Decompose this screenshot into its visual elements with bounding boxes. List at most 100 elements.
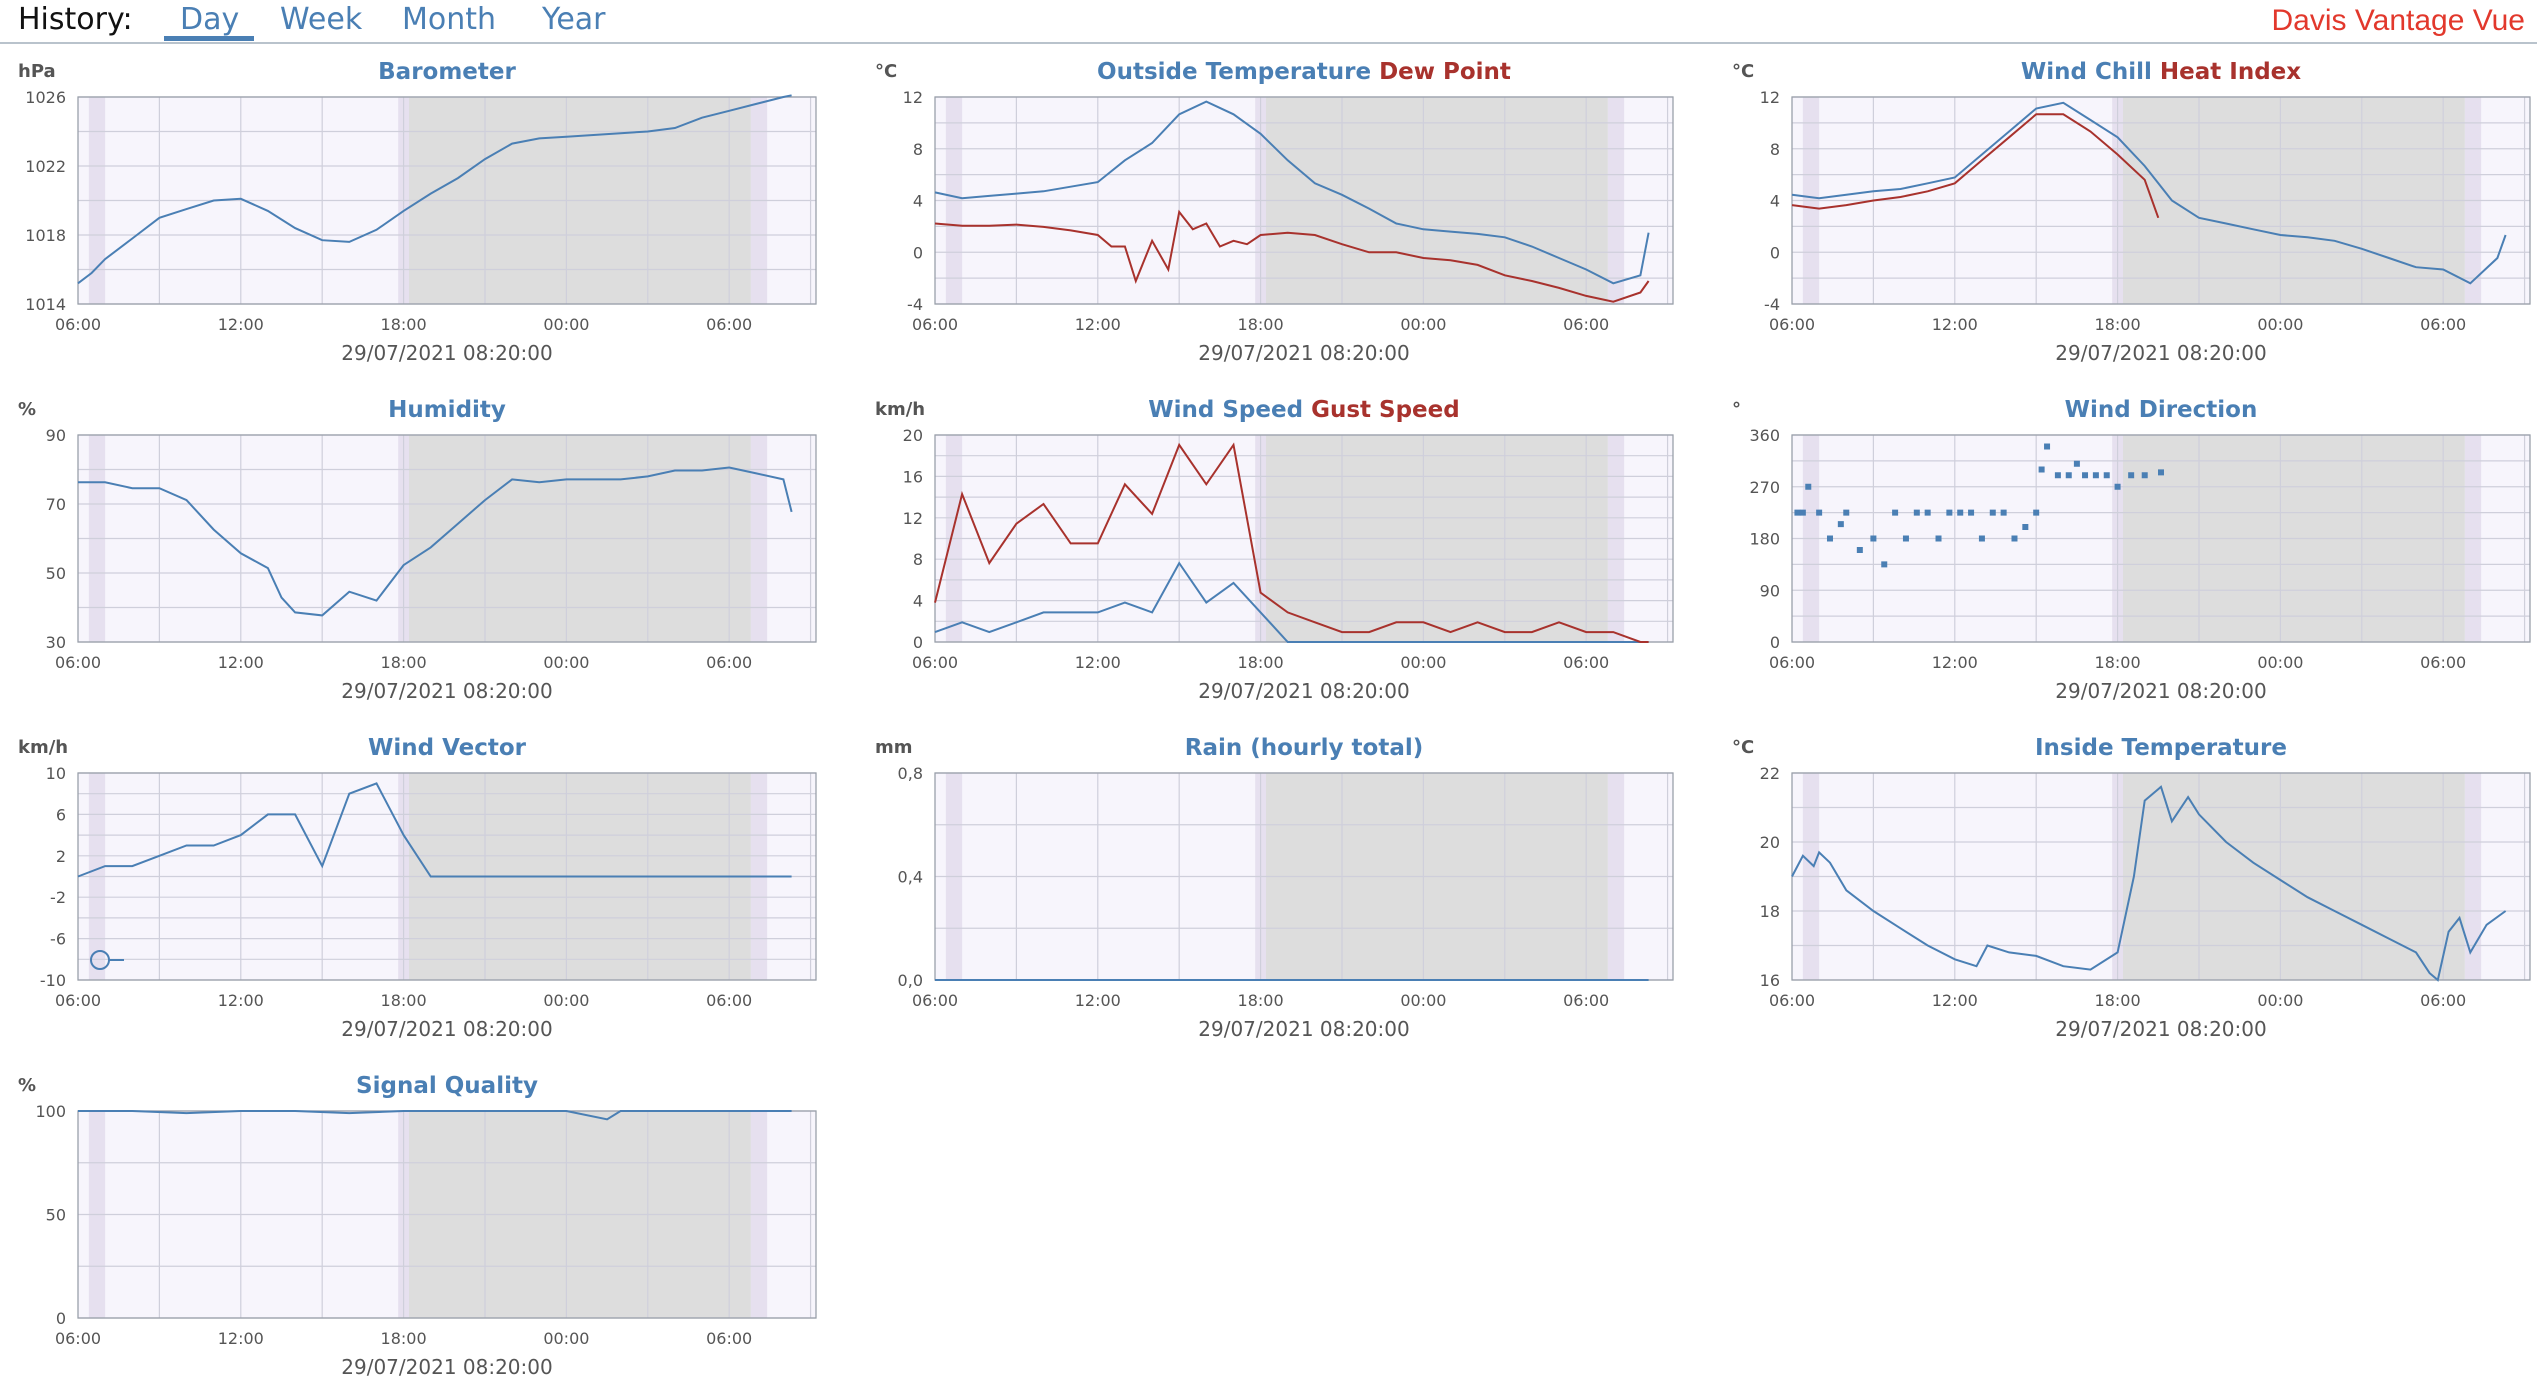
data-point [1913,509,1920,516]
chart-wind-vector: -10 -6 -2 2 6 10 06:00 12:00 18:00 00:00 06:00 29/0… [18,735,817,1041]
x-tick-label: 18:00 [2095,653,2141,672]
x-tick-label: 06:00 [706,315,752,334]
y-tick-label: 4 [913,592,923,611]
y-tick-label: 1022 [25,157,66,176]
data-point [1843,509,1850,516]
x-tick-label: 00:00 [543,991,589,1010]
x-tick-label: 06:00 [55,315,101,334]
data-point [1957,509,1964,516]
y-tick-label: -4 [1764,295,1780,314]
history-tab-bar: History: Day Week Month Year Davis Vanta… [0,0,2537,44]
x-tick-label: 12:00 [218,653,264,672]
x-tick-label: 18:00 [1238,315,1284,334]
y-tick-label: 6 [56,805,66,824]
tab-week[interactable]: Week [280,2,363,37]
series-line-0 [77,782,792,878]
title-part: Wind Direction [2065,397,2258,423]
y-tick-label: 4 [1770,192,1780,211]
unit-label: °C [1732,61,1754,82]
chart-title: Wind Direction [2065,397,2258,423]
y-tick-label: 2 [56,847,66,866]
data-point [2000,509,2007,516]
y-tick-label: 0 [1770,633,1780,652]
chart-date-label: 29/07/2021 08:20:00 [341,1017,552,1041]
plot-frame [1791,96,2531,305]
x-tick-label: 00:00 [543,315,589,334]
y-tick-label: 8 [913,140,923,159]
y-tick-label: 16 [903,467,923,486]
y-tick-label: 90 [1760,581,1780,600]
y-tick-label: 50 [46,1206,66,1225]
series-line-0 [1791,101,2507,285]
x-tick-label: 06:00 [1769,315,1815,334]
tab-year[interactable]: Year [542,2,606,37]
chart-title: Wind Vector [368,735,527,761]
unit-label: ° [1732,399,1741,420]
title-part: Heat Index [2152,59,2301,85]
y-tick-label: 4 [913,192,923,211]
chart-humidity: 30 50 70 90 06:00 12:00 18:00 00:00 06:00 29/07/2… [18,397,817,703]
data-point [2044,443,2051,450]
data-point [2082,472,2089,479]
chart-title: Humidity [388,397,506,423]
y-tick-label: 180 [1749,530,1780,549]
unit-label: km/h [875,399,925,420]
x-tick-label: 18:00 [381,315,427,334]
data-point [1870,535,1877,542]
x-tick-label: 06:00 [706,653,752,672]
data-point [1856,547,1863,553]
series-line-0 [934,561,1649,643]
y-tick-label: 70 [46,495,66,514]
x-tick-label: 06:00 [1563,653,1609,672]
chart-wind-chill: -4 0 4 8 12 06:00 12:00 18:00 00:00 06:00 29/07/20… [1732,59,2531,365]
x-tick-label: 12:00 [218,315,264,334]
y-tick-label: -10 [40,971,66,990]
x-tick-label: 00:00 [543,653,589,672]
x-tick-label: 06:00 [1563,315,1609,334]
data-point [2103,472,2110,479]
chart-date-label: 29/07/2021 08:20:00 [341,1355,552,1379]
x-tick-label: 12:00 [1075,315,1121,334]
tab-month[interactable]: Month [402,2,497,37]
data-point [1935,535,1942,542]
x-tick-label: 06:00 [55,991,101,1010]
title-part: Wind Chill [2021,59,2152,85]
x-tick-label: 18:00 [1238,991,1284,1010]
data-point [1881,561,1888,568]
y-tick-label: 270 [1749,478,1780,497]
title-part: Humidity [388,397,506,423]
y-tick-label: 18 [1760,902,1780,921]
chart-date-label: 29/07/2021 08:20:00 [1198,1017,1409,1041]
x-tick-label: 06:00 [1563,991,1609,1010]
tab-day[interactable]: Day [180,2,240,37]
y-tick-label: 1026 [25,88,66,107]
series-line-0 [934,100,1650,285]
station-name: Davis Vantage Vue [2271,4,2526,37]
data-point [1816,509,1823,516]
x-tick-label: 06:00 [912,653,958,672]
plot-frame [934,96,1674,305]
y-tick-label: 0,4 [898,868,923,887]
data-point [2092,472,2099,479]
chart-date-label: 29/07/2021 08:20:00 [1198,679,1409,703]
unit-label: hPa [18,61,56,82]
x-tick-label: 06:00 [55,653,101,672]
x-tick-label: 18:00 [381,1329,427,1348]
chart-date-label: 29/07/2021 08:20:00 [2055,341,2266,365]
x-tick-label: 06:00 [2420,315,2466,334]
x-tick-label: 12:00 [1075,991,1121,1010]
x-tick-label: 00:00 [1400,653,1446,672]
y-tick-label: 0 [1770,243,1780,262]
x-tick-label: 00:00 [2257,991,2303,1010]
data-point [2073,460,2080,467]
y-tick-label: 1018 [25,226,66,245]
data-point [2033,509,2040,516]
title-part: Signal Quality [356,1073,538,1099]
y-tick-label: 8 [1770,140,1780,159]
x-tick-label: 12:00 [1075,653,1121,672]
series-line-0 [78,1110,792,1121]
plot-frame [77,96,817,305]
chart-wind-direction: 0 90 180 270 360 06:00 12:00 18:00 00:00 06:00 29/… [1732,397,2531,703]
chart-date-label: 29/07/2021 08:20:00 [1198,341,1409,365]
